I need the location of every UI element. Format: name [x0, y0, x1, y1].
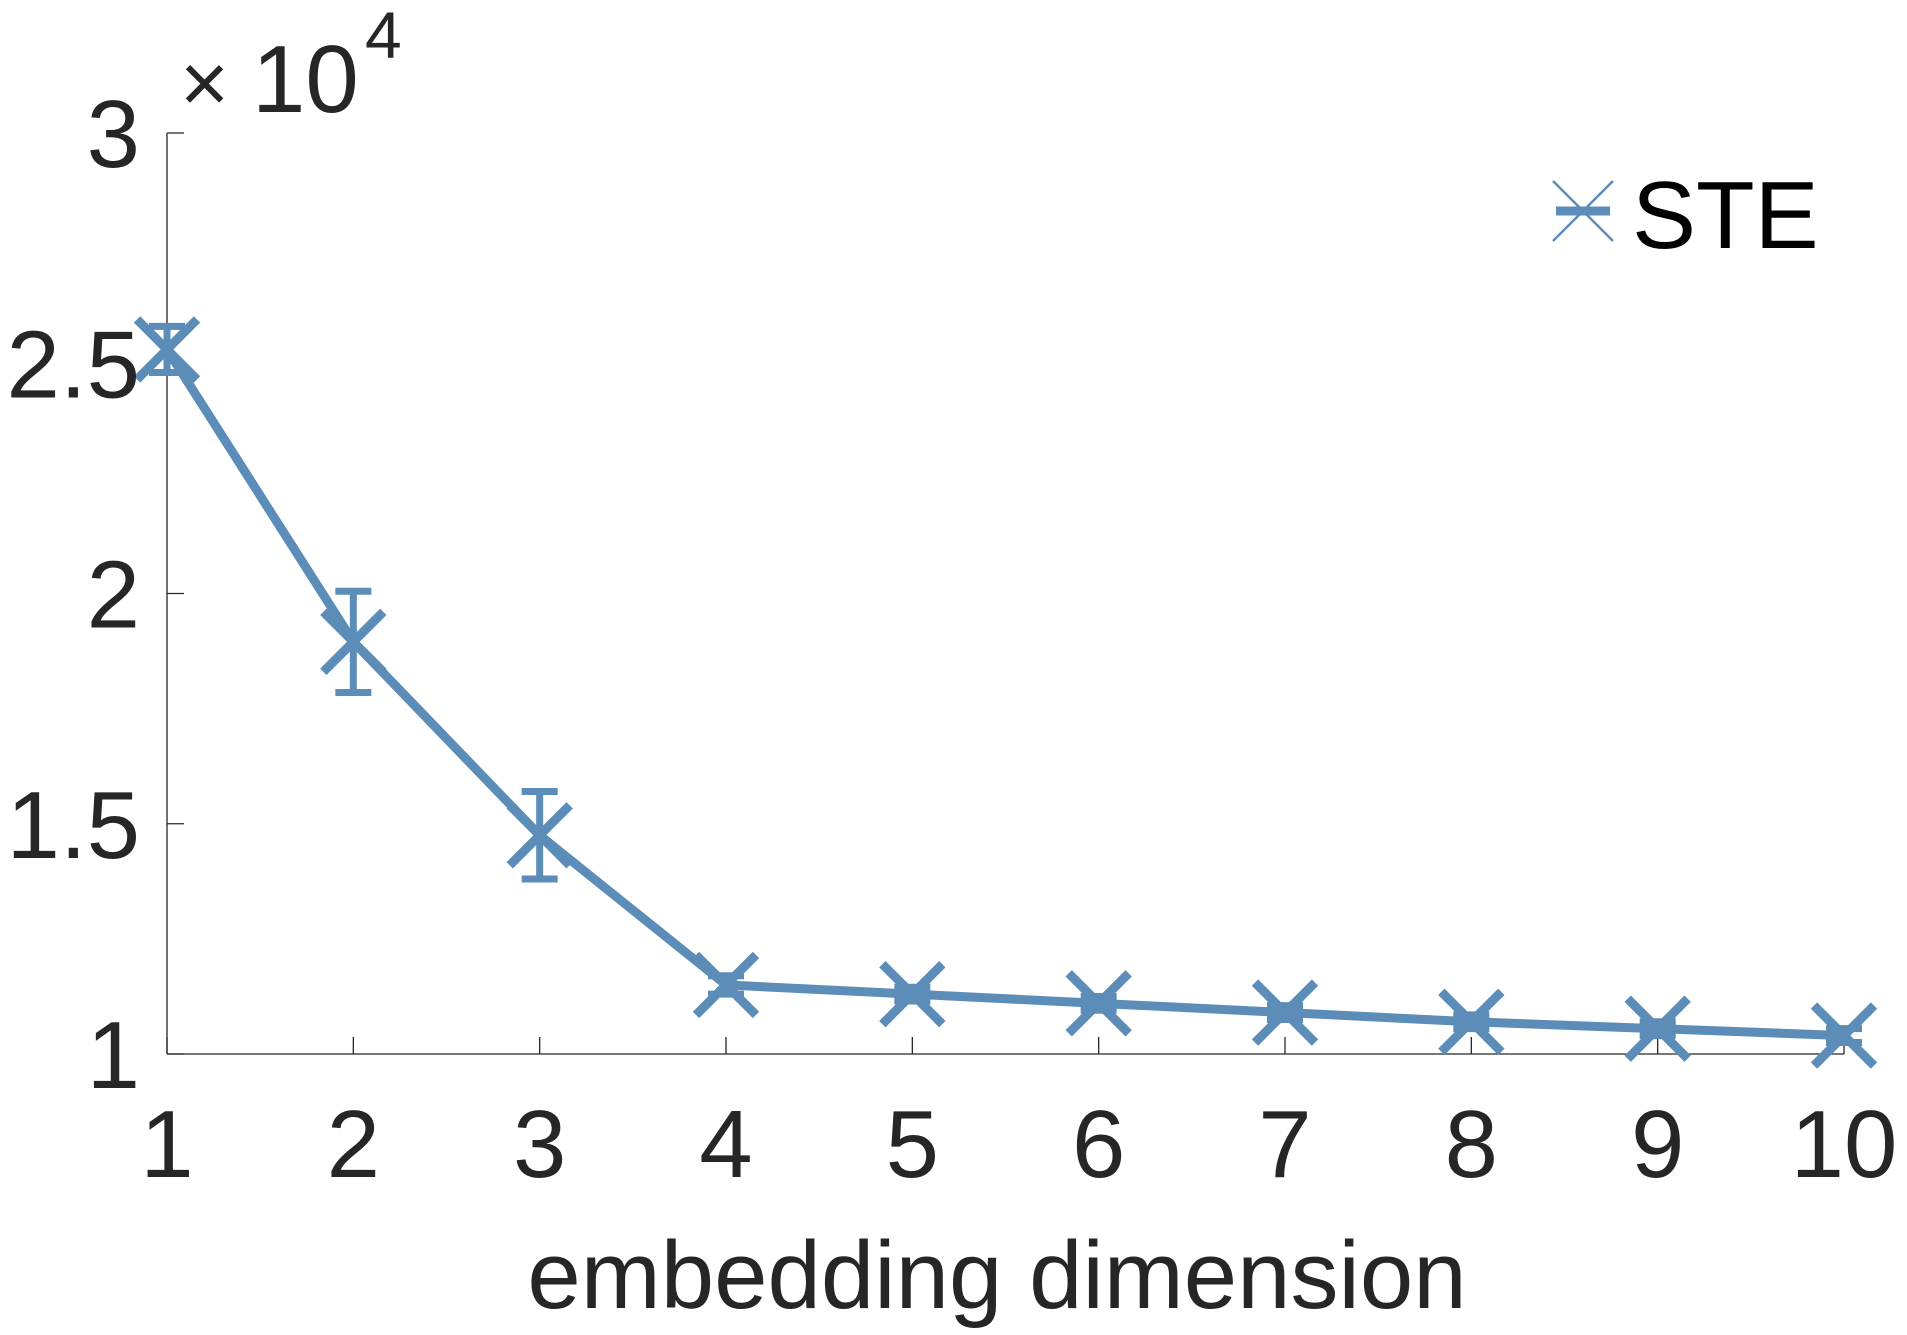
multiplier-symbol: ×	[180, 36, 229, 130]
data-point-x-icon	[1438, 988, 1505, 1055]
y-tick-label: 3	[87, 81, 140, 188]
x-tick-labels: 1 2 3 4 5 6 7 8 9 10	[140, 1091, 1897, 1198]
multiplier-exponent: 4	[365, 0, 402, 72]
legend-x-icon	[1552, 180, 1614, 242]
y-multiplier: × 10 4	[180, 0, 402, 133]
y-tick-label: 2	[87, 542, 140, 649]
x-tick-label: 10	[1791, 1091, 1898, 1198]
x-tick-label: 8	[1445, 1091, 1498, 1198]
legend-label: STE	[1632, 162, 1819, 269]
data-point-x-icon	[133, 316, 201, 383]
x-tick-label: 3	[513, 1091, 566, 1198]
x-tick-label: 7	[1258, 1091, 1311, 1198]
data-point-x-icon	[1624, 995, 1691, 1062]
x-tick-label: 6	[1072, 1091, 1125, 1198]
y-tick-label: 1.5	[7, 772, 140, 879]
x-tick-label: 9	[1631, 1091, 1684, 1198]
multiplier-base: 10	[252, 26, 359, 133]
x-tick-label: 1	[140, 1091, 193, 1198]
data-point-x-icon	[1810, 1002, 1878, 1069]
data-point-x-icon	[1251, 979, 1319, 1046]
data-point-x-icon	[879, 960, 946, 1028]
legend-swatch	[1552, 180, 1614, 242]
data-point-x-icon	[692, 951, 760, 1019]
data-point-x-icon	[320, 608, 387, 676]
y-tick-label: 2.5	[7, 311, 140, 418]
y-tick-label: 1	[87, 1002, 140, 1109]
data-point-x-icon	[506, 802, 573, 869]
data-point-x-icon	[1065, 970, 1132, 1037]
x-axis-title: embedding dimension	[527, 1222, 1466, 1329]
x-tick-label: 2	[327, 1091, 380, 1198]
legend: STE	[1552, 162, 1819, 269]
axes	[166, 132, 1845, 1055]
x-tick-label: 5	[886, 1091, 939, 1198]
y-tick-labels: 1 1.5 2 2.5 3	[7, 81, 140, 1109]
x-tick-label: 4	[699, 1091, 752, 1198]
series-line	[163, 347, 1845, 1041]
series-layer	[133, 316, 1878, 1069]
